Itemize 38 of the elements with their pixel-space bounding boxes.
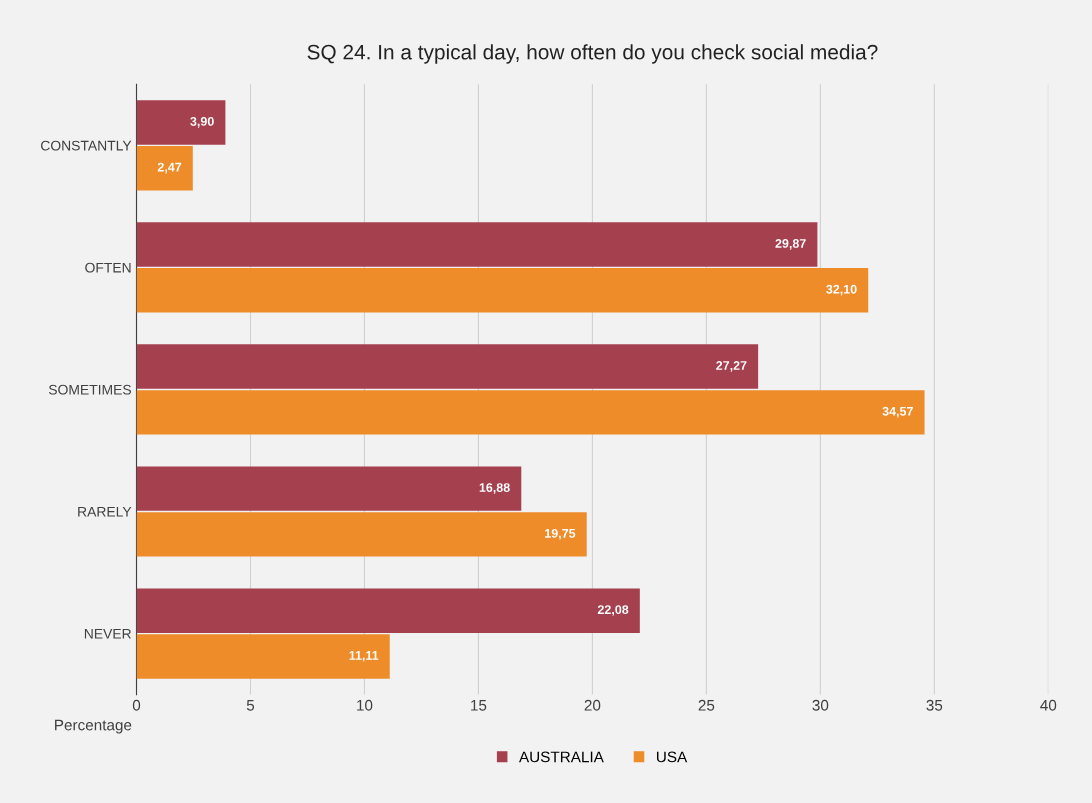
legend-label: AUSTRALIA — [519, 751, 604, 763]
y-tick-label: NEVER — [84, 629, 131, 639]
data-label: 29,87 — [775, 239, 806, 250]
x-tick-label: 5 — [246, 700, 255, 711]
data-label: 3,90 — [190, 116, 214, 128]
data-label: 32,10 — [826, 284, 857, 296]
bar — [136, 146, 193, 191]
x-tick-label: 30 — [812, 699, 829, 711]
x-axis-title: Percentage — [55, 719, 132, 734]
data-label: 19,75 — [545, 528, 576, 540]
data-label: 34,57 — [882, 406, 913, 418]
y-tick-label: CONSTANTLY — [41, 140, 132, 151]
bar — [136, 222, 818, 267]
x-tick-label: 40 — [1040, 699, 1057, 711]
bar — [136, 344, 759, 389]
data-label: 2,47 — [157, 162, 182, 174]
legend-label: USA — [657, 751, 688, 763]
bar — [136, 390, 925, 435]
chart-title: SQ 24. In a typical day, how often do you check social media? — [307, 44, 878, 64]
bar — [136, 634, 390, 679]
x-tick-label: 0 — [132, 699, 141, 711]
x-tick-label: 35 — [926, 699, 943, 711]
y-tick-label: SOMETIMES — [48, 384, 131, 395]
y-tick-label: OFTEN — [85, 262, 131, 273]
bar — [136, 268, 869, 313]
data-label: 16,88 — [479, 483, 510, 494]
y-tick-label: RARELY — [78, 506, 132, 517]
x-tick-label: 25 — [698, 699, 715, 711]
data-label: 22,08 — [597, 605, 629, 616]
bar — [136, 100, 226, 145]
bar — [136, 588, 640, 633]
x-tick-label: 15 — [471, 700, 487, 711]
bar — [136, 466, 522, 511]
data-label: 27,27 — [716, 361, 747, 372]
x-tick-label: 20 — [584, 699, 601, 711]
x-tick-label: 10 — [357, 699, 373, 711]
bar — [136, 512, 587, 557]
data-label: 11,11 — [349, 651, 379, 662]
